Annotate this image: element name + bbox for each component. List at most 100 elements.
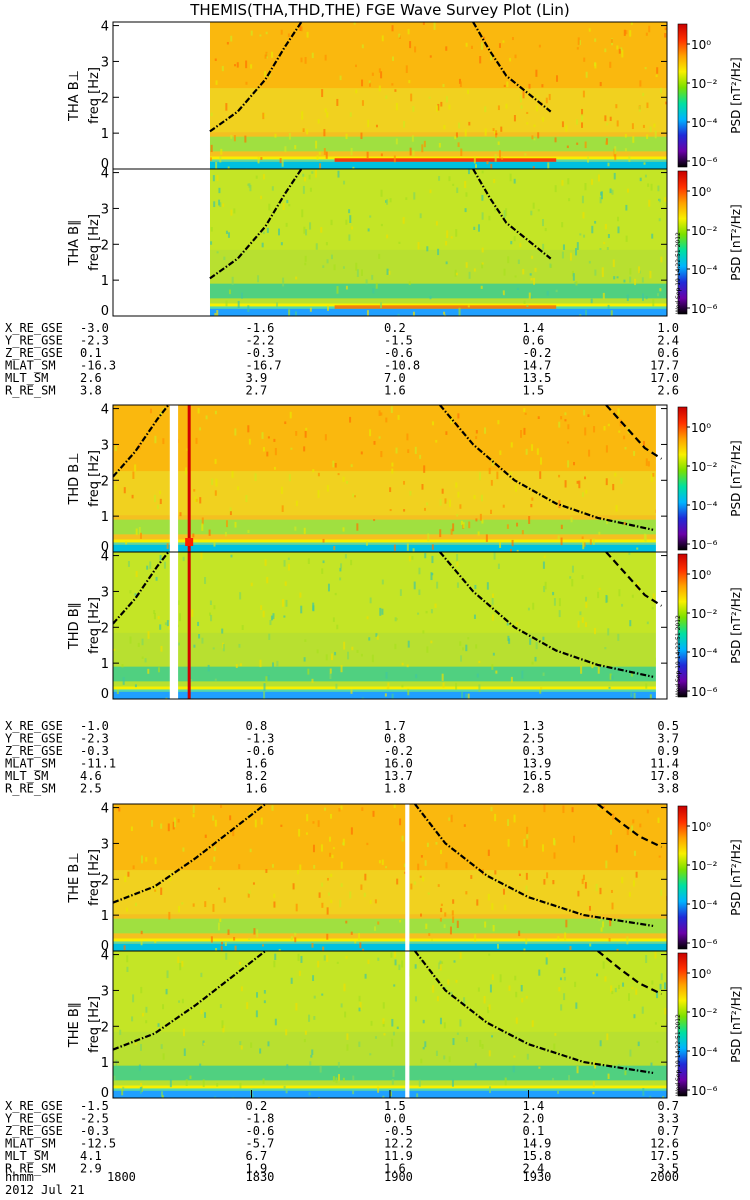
y-tick-label: 0: [101, 687, 109, 702]
orbit-row-label: MLAT_SM: [5, 359, 56, 373]
orbit-value: 0.9: [657, 744, 679, 758]
orbit-value: 0.3: [523, 744, 545, 758]
panel-label: THD B∥: [67, 602, 82, 650]
orbit-value: 1.0: [657, 321, 679, 335]
probe-the-group: 0 1 2 3 4 THE B⊥ freq [Hz] 10⁰ 10⁻² 10⁻⁴ 10⁻⁶ PSD […: [67, 802, 743, 1101]
y-tick-label: 1: [101, 1056, 109, 1071]
colorbar-tick-label: 10⁻⁴: [691, 1045, 718, 1059]
orbit-value: 8.2: [246, 769, 268, 783]
gyrofrequency-curve: [605, 552, 663, 607]
orbit-value: 4.1: [80, 1149, 102, 1163]
orbit-value: 17.5: [650, 1149, 679, 1163]
orbit-value: 17.0: [650, 371, 679, 385]
colorbar-tick-label: 10⁻²: [691, 77, 718, 91]
orbit-row-label: X_RE_GSE: [5, 321, 63, 335]
data-gap: [655, 552, 667, 699]
gyrofrequency-curve: [414, 951, 654, 1074]
orbit-value: 11.4: [650, 757, 679, 771]
colorbar: [677, 170, 688, 315]
colorbar: [677, 805, 688, 950]
time-tick-label: 2000: [650, 1170, 679, 1184]
y-axis-label: freq [Hz]: [87, 597, 102, 654]
panel-the-bperp: 0 1 2 3 4 THE B⊥ freq [Hz] 10⁰ 10⁻² 10⁻⁴ 10⁻⁶ PSD […: [67, 802, 743, 954]
orbit-value: 0.2: [246, 1099, 268, 1113]
gyrofrequency-curve: [439, 405, 654, 531]
probe-tha-group: 0 1 2 3 4 THA B⊥ freq [Hz] 10⁰ 10⁻² 10⁻⁴ 10⁻⁶ PSD […: [67, 20, 743, 319]
timestamp-stamp: Wed Sep 19 14:22:51 2012: [675, 1014, 682, 1096]
orbit-value: 0.7: [657, 1099, 679, 1113]
colorbar-tick-label: 10⁰: [691, 421, 711, 435]
orbit-table-thd: X_RE_GSE -1.0 0.8 1.7 1.3 0.5Y_RE_GSE -2.3 -1.3…: [5, 719, 679, 796]
orbit-value: 13.7: [384, 769, 413, 783]
y-tick-label: 4: [101, 20, 109, 35]
gyrofrequency-curve: [439, 552, 654, 678]
orbit-value: 4.6: [80, 769, 102, 783]
orbit-value: 2.7: [246, 384, 268, 398]
orbit-row-label: X_RE_GSE: [5, 1099, 63, 1113]
panel-label: THE B∥: [67, 1002, 82, 1048]
orbit-value: -1.6: [246, 321, 275, 335]
orbit-value: -0.3: [80, 1124, 109, 1138]
data-gap: [169, 405, 179, 552]
orbit-value: 1.4: [523, 1099, 545, 1113]
orbit-value: -1.8: [246, 1112, 275, 1126]
colorbar-tick-label: 10⁻²: [691, 607, 718, 621]
y-tick-label: 1: [101, 274, 109, 289]
orbit-value: 6.7: [246, 1149, 268, 1163]
orbit-value: -11.1: [80, 757, 116, 771]
orbit-value: 3.7: [657, 732, 679, 746]
orbit-value: 2.8: [523, 782, 545, 796]
colorbar-tick-label: 10⁰: [691, 38, 711, 52]
figure-title: THEMIS(THA,THD,THE) FGE Wave Survey Plot…: [189, 1, 570, 19]
orbit-value: 0.6: [523, 334, 545, 348]
gyrofrequency-curve: [209, 169, 303, 280]
orbit-value: 7.0: [384, 371, 406, 385]
date-label: 2012 Jul 21: [5, 1183, 84, 1197]
orbit-row-label: Z_RE_GSE: [5, 744, 63, 758]
y-tick-label: 2: [101, 238, 109, 253]
panel-tha-bperp: 0 1 2 3 4 THA B⊥ freq [Hz] 10⁰ 10⁻² 10⁻⁴ 10⁻⁶ PSD […: [67, 20, 743, 172]
panel-the-bpar: 0 1 2 3 4 THE B∥ freq [Hz] 10⁰ 10⁻² 10⁻⁴ 10⁻⁶ PSD […: [67, 949, 743, 1101]
colorbar: [677, 23, 688, 168]
y-tick-label: 2: [101, 1020, 109, 1035]
orbit-value: -0.6: [246, 744, 275, 758]
orbit-row-label: Y_RE_GSE: [5, 1112, 63, 1126]
panel-label: THA B∥: [67, 219, 82, 266]
orbit-row-label: Y_RE_GSE: [5, 334, 63, 348]
orbit-value: 0.2: [384, 321, 406, 335]
probe-thd-group: 0 1 2 3 4 THD B⊥ freq [Hz] 10⁰ 10⁻² 10⁻⁴ 10⁻⁶ PSD […: [67, 403, 743, 702]
colorbar-tick-label: 10⁰: [691, 967, 711, 981]
orbit-value: -16.7: [246, 359, 282, 373]
colorbar-tick-label: 10⁻⁴: [691, 898, 718, 912]
orbit-value: 2.5: [80, 782, 102, 796]
orbit-value: 0.1: [80, 346, 102, 360]
orbit-value: 2.6: [657, 384, 679, 398]
colorbar-tick-label: 10⁻⁶: [691, 1084, 718, 1098]
colorbar-label: PSD [nT²/Hz]: [729, 587, 743, 663]
orbit-value: 3.3: [657, 1112, 679, 1126]
orbit-value: 16.5: [523, 769, 552, 783]
gyrofrequency-curve: [414, 804, 654, 927]
data-gap: [113, 169, 210, 316]
orbit-value: -2.3: [80, 334, 109, 348]
gyrofrequency-curve: [472, 22, 552, 113]
colorbar-tick-label: 10⁰: [691, 185, 711, 199]
y-tick-label: 0: [101, 304, 109, 319]
y-axis-label: freq [Hz]: [87, 450, 102, 507]
gyrofrequency-curve: [605, 405, 663, 460]
orbit-value: -1.0: [80, 719, 109, 733]
orbit-value: -16.3: [80, 359, 116, 373]
orbit-value: -0.6: [246, 1124, 275, 1138]
orbit-value: 12.2: [384, 1137, 413, 1151]
gyrofrequency-curve: [597, 951, 662, 995]
y-tick-label: 3: [101, 202, 109, 217]
y-tick-label: 4: [101, 949, 109, 964]
orbit-value: 1.6: [246, 782, 268, 796]
orbit-row-label: MLAT_SM: [5, 757, 56, 771]
orbit-row-label: MLAT_SM: [5, 1137, 56, 1151]
orbit-value: -5.7: [246, 1137, 275, 1151]
orbit-value: -2.3: [80, 732, 109, 746]
y-axis-label: freq [Hz]: [87, 214, 102, 271]
colorbar-label: PSD [nT²/Hz]: [729, 440, 743, 516]
panel-label: THD B⊥: [67, 452, 82, 505]
